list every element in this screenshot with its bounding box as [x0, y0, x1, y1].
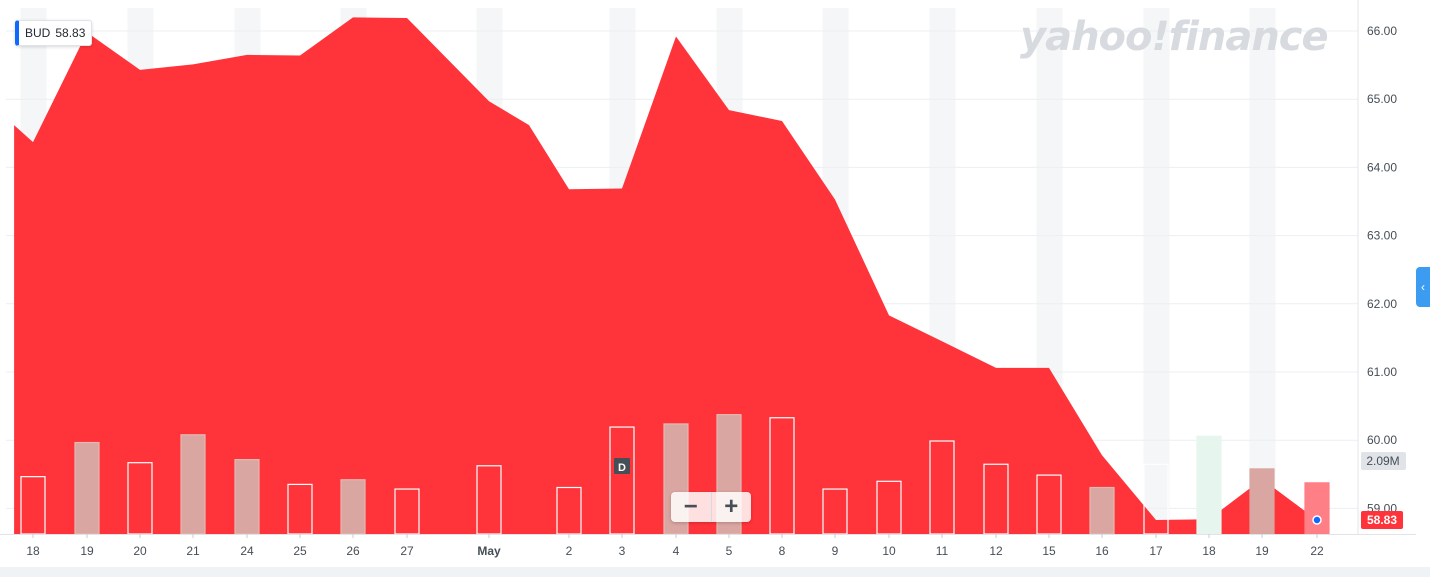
- zoom-out-button[interactable]: −: [683, 493, 698, 520]
- x-tick-label: 18: [1202, 544, 1216, 558]
- volume-badge: [1361, 452, 1406, 470]
- x-tick-label: 18: [26, 544, 40, 558]
- ticker-legend: BUD 58.83: [15, 20, 93, 46]
- grid-band: [1143, 8, 1170, 534]
- x-tick-label: 26: [346, 544, 360, 558]
- x-tick-label: 17: [1149, 544, 1163, 558]
- volume-bar: [234, 459, 260, 535]
- x-tick-label: 10: [882, 544, 896, 558]
- x-tick-label: 2: [566, 544, 573, 558]
- x-tick-label: 21: [186, 544, 200, 558]
- x-tick-label: 12: [989, 544, 1003, 558]
- volume-bar: [1249, 468, 1275, 535]
- x-tick-label: 25: [293, 544, 307, 558]
- volume-bar: [340, 479, 366, 535]
- x-tick-label: 9: [832, 544, 839, 558]
- y-tick-label: 61.00: [1367, 365, 1397, 379]
- last-price-badge: [1361, 511, 1403, 529]
- price-area: [14, 17, 1318, 535]
- x-tick-label: 4: [673, 544, 680, 558]
- y-tick-label: 64.00: [1367, 160, 1397, 174]
- dividend-marker: [614, 458, 630, 474]
- x-tick-label: 24: [240, 544, 254, 558]
- x-tick-label: 15: [1042, 544, 1056, 558]
- x-tick-label: 19: [1255, 544, 1269, 558]
- x-tick-label: 22: [1310, 544, 1324, 558]
- x-tick-label: 11: [936, 544, 949, 558]
- zoom-controls: − +: [671, 492, 751, 522]
- x-tick-label: 16: [1095, 544, 1109, 558]
- zoom-in-button[interactable]: +: [710, 492, 752, 522]
- x-tick-label: 20: [133, 544, 147, 558]
- volume-bar: [1196, 435, 1222, 535]
- volume-bar: [74, 441, 100, 535]
- ticker-symbol: BUD: [25, 26, 51, 40]
- y-axis-panel: [1358, 0, 1416, 534]
- volume-bar: [180, 434, 206, 535]
- volume-bar: [1089, 486, 1115, 535]
- y-tick-label: 63.00: [1367, 229, 1397, 243]
- yahoo-finance-watermark: yahoo!finance: [1020, 14, 1329, 60]
- last-point-dot: [1312, 515, 1322, 525]
- x-tick-label: 8: [779, 544, 786, 558]
- volume-badge-label: 2.09M: [1366, 454, 1399, 468]
- ticker-price: 58.83: [55, 26, 86, 40]
- x-tick-label: May: [477, 544, 501, 558]
- volume-bar: [1304, 482, 1330, 535]
- y-tick-label: 62.00: [1367, 297, 1397, 311]
- dividend-marker-label: D: [618, 462, 626, 474]
- x-tick-label: 27: [400, 544, 414, 558]
- grid-band: [1249, 8, 1276, 534]
- y-tick-label: 60.00: [1367, 433, 1397, 447]
- y-tick-label: 66.00: [1367, 24, 1397, 38]
- x-tick-label: 3: [619, 544, 626, 558]
- chevron-left-icon: ‹: [1421, 280, 1425, 294]
- y-tick-label: 65.00: [1367, 92, 1397, 106]
- x-tick-label: 19: [80, 544, 94, 558]
- side-panel-toggle-button[interactable]: ‹: [1416, 267, 1430, 307]
- x-tick-label: 5: [726, 544, 733, 558]
- last-price-label: 58.83: [1367, 513, 1397, 527]
- bottom-bar: [0, 567, 1430, 577]
